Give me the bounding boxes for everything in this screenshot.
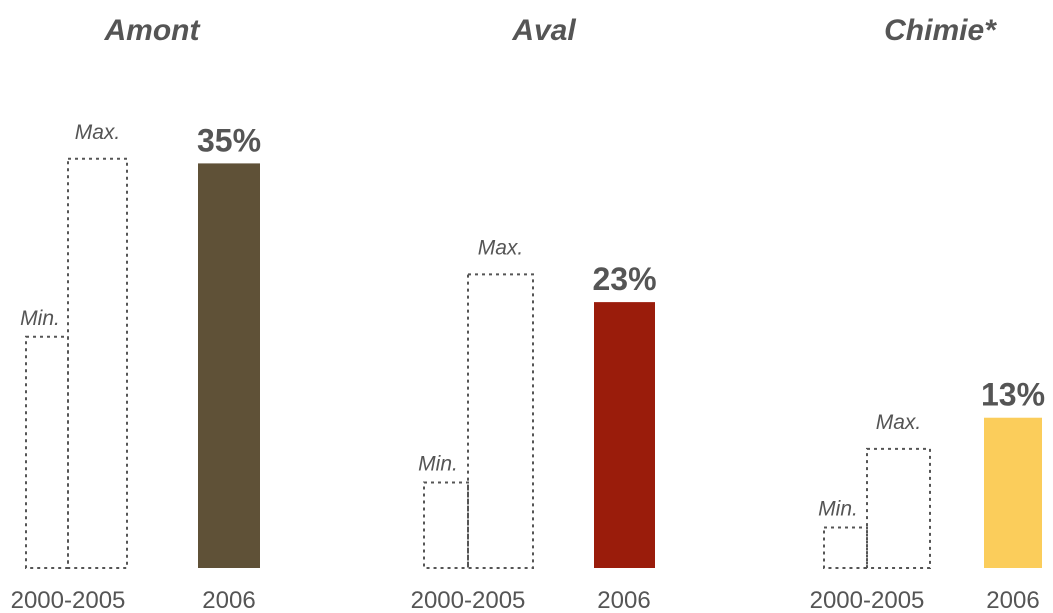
min-label: Min. xyxy=(418,452,458,475)
value-label-2006: 35% xyxy=(197,122,261,158)
max-range-box xyxy=(866,447,931,570)
min-range-box xyxy=(25,335,69,569)
value-label-2006: 23% xyxy=(592,261,656,297)
min-label: Min. xyxy=(818,498,858,521)
category-label-2006: 2006 xyxy=(597,587,650,613)
category-label-2000-2005: 2000-2005 xyxy=(810,587,925,613)
category-label-2006: 2006 xyxy=(202,587,255,613)
panel-title: Amont xyxy=(104,14,202,47)
category-label-2000-2005: 2000-2005 xyxy=(11,587,126,613)
category-label-2006: 2006 xyxy=(986,587,1039,613)
panel-title: Chimie* xyxy=(884,14,997,47)
bar-2006 xyxy=(198,163,260,568)
bar-2006 xyxy=(984,417,1042,568)
max-label: Max. xyxy=(75,121,121,144)
min-label: Min. xyxy=(20,307,60,330)
value-label-2006: 13% xyxy=(981,377,1045,413)
min-range-box xyxy=(823,526,868,569)
min-range-box xyxy=(423,481,469,569)
category-label-2000-2005: 2000-2005 xyxy=(411,587,526,613)
max-range-box xyxy=(467,273,534,569)
max-label: Max. xyxy=(478,236,524,259)
max-range-box xyxy=(67,157,128,569)
bar-2006 xyxy=(594,302,655,568)
panel-title: Aval xyxy=(511,14,576,47)
max-label: Max. xyxy=(876,411,922,434)
